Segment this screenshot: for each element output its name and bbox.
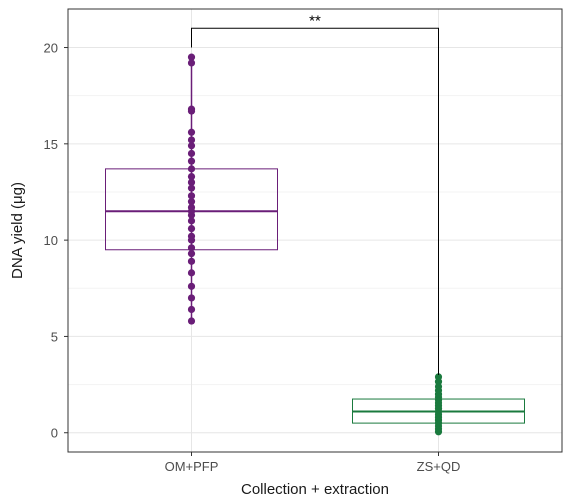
y-tick-label: 15 [44, 137, 58, 152]
data-point [187, 105, 196, 113]
data-point [187, 184, 196, 192]
significance-label: ** [309, 12, 321, 29]
data-point [187, 178, 196, 186]
x-tick-label: ZS+QD [417, 459, 461, 474]
significance-line [191, 27, 439, 375]
data-point [187, 53, 196, 61]
data-point [187, 136, 196, 144]
data-point [187, 269, 196, 277]
data-point [187, 165, 196, 173]
data-point [187, 59, 196, 67]
data-point [187, 257, 196, 265]
y-axis-ticks: 0 5 10 15 20 [44, 41, 68, 441]
data-point [187, 198, 196, 206]
data-point [187, 128, 196, 136]
data-point [187, 192, 196, 200]
x-tick-label: OM+PFP [165, 459, 219, 474]
y-tick-label: 20 [44, 41, 58, 56]
data-point [187, 172, 196, 181]
data-point [187, 149, 196, 158]
data-point [187, 250, 196, 258]
y-tick-label: 10 [44, 233, 58, 248]
data-point [187, 142, 196, 150]
data-point [187, 232, 196, 240]
y-tick-label: 0 [51, 426, 58, 441]
data-point [187, 305, 196, 314]
panel-border [67, 8, 563, 453]
data-point [187, 217, 196, 225]
y-tick-label: 5 [51, 329, 58, 344]
x-axis-ticks: OM+PFP ZS+QD [165, 452, 461, 474]
data-point [187, 317, 196, 325]
data-point [187, 294, 196, 302]
data-point [187, 203, 196, 211]
data-point [434, 373, 443, 381]
data-point [187, 244, 196, 252]
y-axis-title: DNA yield (μg) [9, 182, 26, 279]
data-point [187, 282, 196, 290]
significance-bracket: ** [191, 12, 439, 375]
data-point [187, 157, 196, 165]
data-point [187, 224, 196, 233]
x-axis-title: Collection + extraction [241, 481, 389, 498]
grid [68, 9, 562, 452]
data-points [187, 53, 443, 436]
